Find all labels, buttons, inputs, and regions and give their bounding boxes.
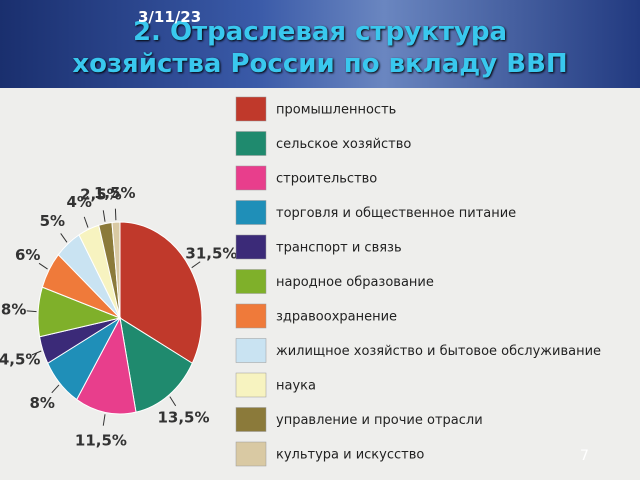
legend-label: народное образование: [276, 275, 434, 290]
leader-line: [169, 396, 177, 407]
leader-line: [191, 261, 201, 269]
legend-swatch: [235, 338, 267, 363]
data-label: 8%: [29, 394, 54, 412]
data-label: 2,5%: [80, 186, 122, 204]
data-label: 4%: [66, 193, 91, 211]
leader-line: [102, 414, 106, 426]
slide-date: 3/11/23: [138, 8, 202, 26]
legend-label: наука: [276, 379, 316, 394]
leader-line: [26, 310, 37, 313]
data-label: 5%: [40, 212, 65, 230]
legend-swatch: [235, 372, 267, 398]
legend-swatch: [235, 269, 267, 294]
data-label: 1,5%: [94, 184, 136, 202]
pie-slice: [119, 316, 193, 413]
pie-slice: [111, 221, 121, 319]
legend-label: управление и прочие отрасли: [276, 413, 483, 428]
legend-swatch: [235, 96, 267, 122]
legend-label: строительство: [276, 172, 377, 187]
data-label: 31,5%: [185, 244, 237, 262]
data-label: 11,5%: [75, 431, 127, 449]
leader-line: [51, 384, 60, 394]
legend-swatch: [235, 165, 267, 191]
legend-swatch: [235, 407, 267, 432]
slide-title: 2. Отраслевая структура хозяйства России…: [72, 17, 568, 79]
pie-slice: [76, 316, 137, 415]
legend-swatch: [235, 303, 267, 329]
legend-label: культура и искусство: [276, 448, 424, 463]
leader-line: [60, 233, 68, 243]
legend-label: сельское хозяйство: [276, 137, 411, 152]
data-label: 13,5%: [157, 409, 209, 427]
legend-swatch: [235, 131, 267, 156]
leader-line: [102, 210, 106, 222]
chart: 31,5% 13,5% 11,5% 8% 4,5% 8% 6%5%4%2,5%1,5% про…: [0, 96, 601, 467]
legend-label: торговля и общественное питание: [276, 206, 516, 221]
pie-slice: [119, 221, 203, 364]
leader-line: [83, 216, 89, 228]
data-label: 4,5%: [0, 351, 40, 369]
legend-label: здравоохранение: [276, 310, 397, 325]
data-label: 6%: [15, 246, 40, 264]
header-band: [0, 0, 640, 88]
data-label: 8%: [1, 300, 26, 318]
leader-line: [38, 262, 48, 270]
legend-label: транспорт и связь: [276, 241, 402, 256]
legend-label: жилищное хозяйство и бытовое обслуживани…: [276, 344, 601, 359]
legend-label: промышленность: [276, 103, 396, 118]
legend-swatch: [235, 441, 267, 467]
legend-swatch: [235, 234, 267, 260]
leader-line: [31, 350, 42, 356]
slide-number: 7: [580, 448, 589, 464]
legend-swatch: [235, 200, 267, 225]
